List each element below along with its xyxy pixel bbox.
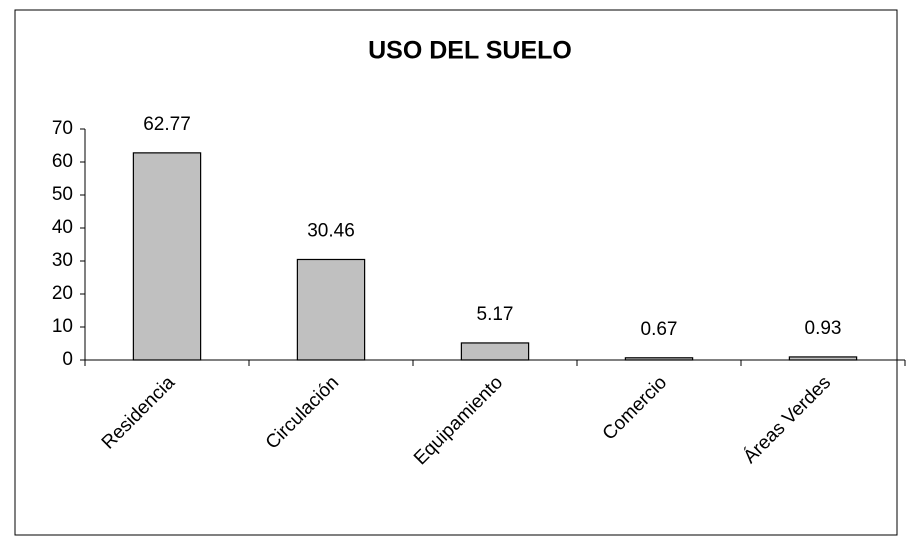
chart-title: USO DEL SUELO <box>368 37 572 65</box>
bar <box>460 342 530 361</box>
bar <box>624 357 694 361</box>
data-label: 5.17 <box>477 304 514 325</box>
bar <box>788 356 858 361</box>
y-tick-label: 20 <box>52 283 73 304</box>
y-tick-label: 70 <box>52 118 73 139</box>
data-label: 0.93 <box>805 318 842 339</box>
y-tick-label: 10 <box>52 316 73 337</box>
y-tick-label: 50 <box>52 184 73 205</box>
y-tick-label: 60 <box>52 151 73 172</box>
data-label: 62.77 <box>143 114 191 135</box>
y-tick-label: 0 <box>62 349 73 370</box>
y-tick-label: 40 <box>52 217 73 238</box>
bar <box>132 152 202 361</box>
bar <box>296 258 366 361</box>
data-label: 0.67 <box>641 319 678 340</box>
data-label: 30.46 <box>307 220 355 241</box>
y-tick-label: 30 <box>52 250 73 271</box>
